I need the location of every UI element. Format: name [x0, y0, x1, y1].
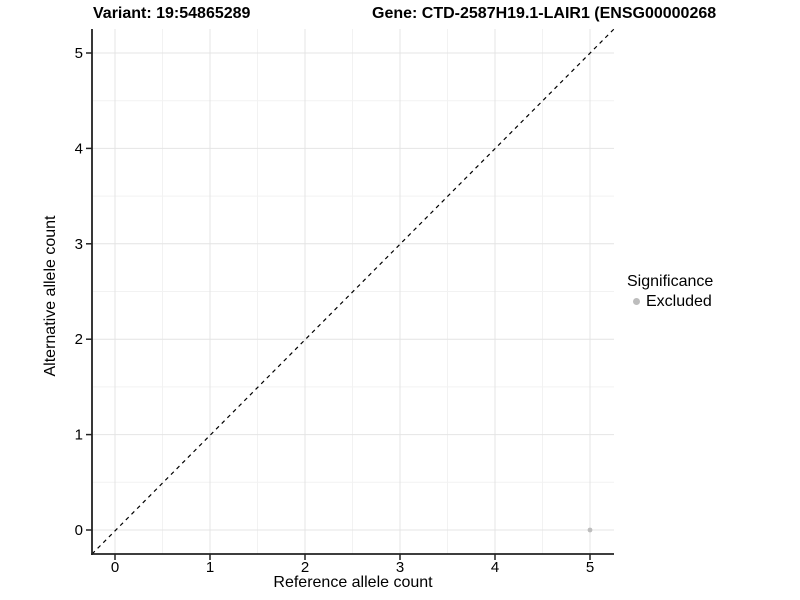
x-tick-label: 2	[301, 559, 309, 576]
y-tick-label: 1	[75, 427, 83, 444]
identity-line	[91, 28, 615, 555]
y-tick-label: 5	[75, 45, 83, 62]
legend-item-excluded: Excluded	[627, 292, 713, 311]
y-tick-label: 4	[75, 140, 83, 157]
legend-title: Significance	[627, 273, 714, 290]
x-tick-label: 3	[396, 559, 404, 576]
legend: Significance Excluded	[627, 272, 713, 311]
legend-marker-circle-icon	[633, 298, 640, 305]
x-tick-label: 5	[586, 559, 594, 576]
plot-title-gene: Gene: CTD-2587H19.1-LAIR1 (ENSG00000268	[372, 5, 717, 22]
data-point	[587, 527, 593, 533]
plot-title-variant: Variant: 19:54865289	[93, 5, 251, 22]
x-axis-title: Reference allele count	[273, 574, 433, 591]
x-tick-label: 0	[111, 559, 119, 576]
y-tick-label: 3	[75, 236, 83, 253]
x-tick-label: 4	[491, 559, 499, 576]
y-tick-label: 2	[75, 331, 83, 348]
legend-item-label: Excluded	[646, 293, 712, 310]
y-tick-label: 0	[75, 522, 83, 539]
x-tick-label: 1	[206, 559, 214, 576]
